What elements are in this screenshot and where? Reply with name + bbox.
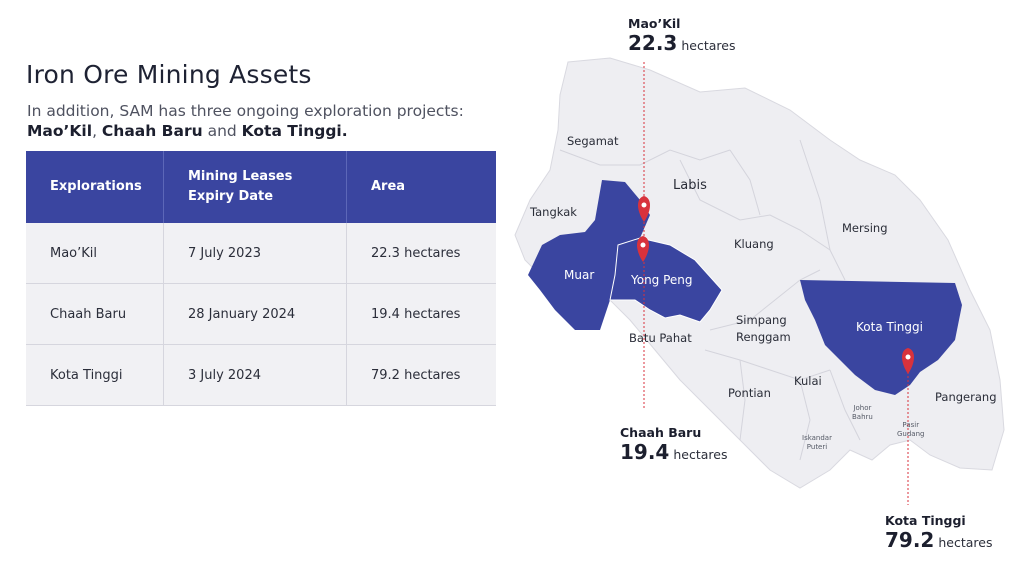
header-expiry-label: Mining Leases Expiry Date <box>188 169 293 204</box>
pin-dots <box>640 202 911 360</box>
cell-area: 79.2 hectares <box>346 344 496 406</box>
page-title: Iron Ore Mining Assets <box>26 60 312 89</box>
label-pasir: Pasir <box>902 421 920 429</box>
pin-maokil-icon <box>638 196 650 222</box>
location-pins <box>637 196 914 374</box>
project-kota-tinggi: Kota Tinggi. <box>241 122 348 140</box>
callout-chaah-baru: Chaah Baru 19.4 hectares <box>620 425 727 464</box>
label-puteri: Puteri <box>806 443 828 451</box>
project-chaah-baru: Chaah Baru <box>101 122 203 140</box>
callout-name: Mao’Kil <box>628 16 681 31</box>
callout-unit: hectares <box>681 38 736 53</box>
label-johor: Johor <box>853 404 872 412</box>
label-johor-bahru: Johor Bahru <box>852 404 873 422</box>
label-pangerang: Pangerang <box>935 390 997 404</box>
subtitle: In addition, SAM has three ongoing explo… <box>27 101 507 141</box>
exploration-table: Explorations Mining Leases Expiry Date A… <box>26 151 496 406</box>
label-yong-peng: Yong Peng <box>631 273 693 287</box>
cell-expiry: 7 July 2023 <box>163 223 347 284</box>
label-pasir-gudang: Pasir Gudang <box>897 421 924 439</box>
cell-area: 19.4 hectares <box>346 283 496 345</box>
cell-exploration: Kota Tinggi <box>26 344 164 406</box>
label-tangkak: Tangkak <box>530 205 577 219</box>
callout-name: Chaah Baru <box>620 425 702 440</box>
muar-tangkak-region <box>528 180 650 330</box>
project-maokil: Mao’Kil <box>27 122 93 140</box>
header-area: Area <box>346 151 496 223</box>
label-iskandar-puteri: Iskandar Puteri <box>802 434 832 452</box>
yong-peng-region <box>609 237 723 323</box>
label-kulai: Kulai <box>794 374 822 388</box>
label-segamat: Segamat <box>567 134 619 148</box>
callout-name: Kota Tinggi <box>885 513 966 528</box>
label-renggam: Renggam <box>736 330 791 344</box>
callout-value: 22.3 <box>628 31 678 55</box>
table-row: Chaah Baru 28 January 2024 19.4 hectares <box>26 283 496 345</box>
kota-tinggi-region <box>800 280 962 395</box>
callout-kota-tinggi: Kota Tinggi 79.2 hectares <box>885 513 992 552</box>
map-svg <box>514 57 1005 505</box>
header-expiry-date: Mining Leases Expiry Date <box>163 151 347 223</box>
table-row: Mao’Kil 7 July 2023 22.3 hectares <box>26 223 496 284</box>
callout-value: 79.2 <box>885 528 935 552</box>
cell-expiry: 28 January 2024 <box>163 283 347 345</box>
label-simpang: Simpang <box>736 313 787 327</box>
pin-kota-tinggi-icon <box>902 348 914 374</box>
label-bahru: Bahru <box>852 413 873 421</box>
label-iskandar: Iskandar <box>802 434 832 442</box>
label-labis: Labis <box>673 178 707 193</box>
separator: and <box>202 122 242 140</box>
johor-map: Segamat Labis Tangkak Kluang Mersing Mua… <box>500 0 1024 583</box>
cell-area: 22.3 hectares <box>346 223 496 284</box>
pin-chaah-baru-icon <box>637 236 649 262</box>
label-gudang: Gudang <box>897 430 925 438</box>
callout-value: 19.4 <box>620 440 670 464</box>
label-batu-pahat: Batu Pahat <box>629 331 692 345</box>
separator: , <box>92 122 102 140</box>
label-kluang: Kluang <box>734 237 774 251</box>
header-explorations: Explorations <box>26 151 164 223</box>
table-row: Kota Tinggi 3 July 2024 79.2 hectares <box>26 344 496 406</box>
label-kota-tinggi: Kota Tinggi <box>856 320 923 334</box>
label-pontian: Pontian <box>728 386 771 400</box>
callout-unit: hectares <box>938 535 993 550</box>
cell-exploration: Mao’Kil <box>26 223 164 284</box>
cell-expiry: 3 July 2024 <box>163 344 347 406</box>
callout-lines <box>643 62 909 505</box>
cell-exploration: Chaah Baru <box>26 283 164 345</box>
label-muar: Muar <box>564 268 595 282</box>
callout-maokil: Mao’Kil 22.3 hectares <box>628 16 735 55</box>
table-header-row: Explorations Mining Leases Expiry Date A… <box>26 151 496 223</box>
subtitle-intro: In addition, SAM has three ongoing explo… <box>27 102 464 120</box>
district-borders <box>559 139 861 461</box>
label-mersing: Mersing <box>842 221 888 235</box>
callout-unit: hectares <box>673 447 728 462</box>
